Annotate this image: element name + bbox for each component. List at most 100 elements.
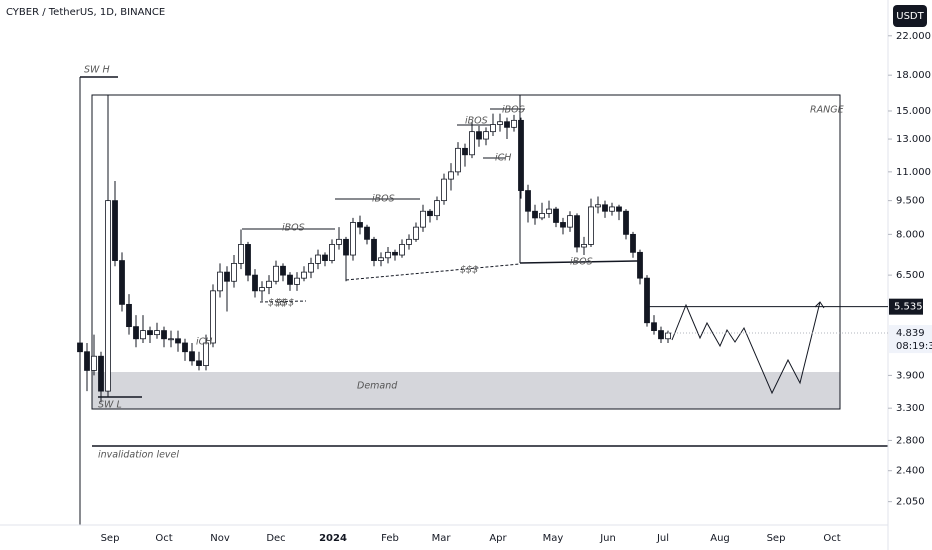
annotation: iBOS [502, 105, 525, 116]
x-tick-label: Jun [599, 533, 616, 544]
candle-body [462, 147, 468, 156]
candle-body [147, 330, 153, 336]
candle-body [581, 244, 587, 248]
currency-box [893, 5, 927, 27]
candle-body [518, 119, 524, 191]
annotation: iBOS [282, 223, 305, 234]
liquidity-line [345, 263, 521, 281]
annotation: iCH [495, 153, 511, 164]
annotation: $$$ [460, 265, 478, 276]
range-box [91, 94, 841, 410]
candle-body [546, 208, 552, 214]
candle-body [469, 131, 475, 156]
candle-body [413, 226, 419, 240]
candle-body [574, 215, 580, 248]
y-tick-label: 3.900 [896, 370, 925, 381]
y-tick-label: 3.300 [896, 403, 925, 414]
candle-body [294, 277, 300, 285]
candle-body [665, 332, 671, 340]
last-price-box [889, 325, 932, 354]
candle-body [224, 271, 230, 282]
x-tick-label: Feb [381, 533, 399, 544]
candle-body [476, 131, 482, 140]
projection-arrow [814, 301, 825, 309]
candle-body [364, 226, 370, 240]
y-tick-label: 2.400 [896, 466, 925, 477]
candle-body [315, 254, 321, 264]
candle-body [553, 208, 559, 223]
candle-body [448, 171, 454, 180]
candle-body [560, 222, 566, 228]
y-tick-label: 11.000 [896, 167, 931, 178]
y-tick-label: 6.500 [896, 270, 925, 281]
candle-body [77, 342, 83, 353]
candle-body [357, 222, 363, 228]
candle-body [539, 213, 545, 219]
x-tick-label: Nov [210, 533, 230, 544]
candle-body [455, 147, 461, 173]
candle-body [126, 303, 132, 328]
projection-path [671, 301, 821, 395]
candle-body [623, 210, 629, 235]
candle-body [133, 326, 139, 340]
candle-body [644, 277, 650, 324]
y-tick-label: 8.000 [896, 229, 925, 240]
x-tick-label: Jul [656, 533, 669, 544]
candle-body [329, 244, 335, 261]
candle-body [238, 244, 244, 264]
candle-body [154, 330, 160, 336]
candle-body [637, 251, 643, 279]
candle-body [252, 274, 258, 292]
candle-body [497, 121, 503, 125]
candle-body [91, 355, 97, 371]
candle-body [595, 204, 601, 208]
candle-body [385, 251, 391, 259]
currency: USDT [896, 11, 924, 22]
annotation: iCH [196, 337, 212, 348]
y-tick-label: 22.000 [896, 31, 931, 42]
candle-body [140, 330, 146, 340]
candle-body [266, 280, 272, 288]
demand-zone [92, 372, 840, 409]
annotation: iBOS [570, 257, 593, 268]
x-tick-label: 2024 [319, 533, 347, 544]
candle-body [119, 260, 125, 305]
x-tick-label: Sep [767, 533, 786, 544]
candle-body [168, 338, 174, 341]
x-tick-label: Sep [101, 533, 120, 544]
candle-body [609, 206, 615, 212]
annotation: Demand [357, 381, 398, 392]
candle-body [420, 210, 426, 228]
candle-body [504, 121, 510, 128]
candle-body [196, 360, 202, 366]
candle-body [434, 200, 440, 217]
x-tick-label: Dec [266, 533, 285, 544]
liquidity-line [259, 300, 307, 303]
candle-body [525, 190, 531, 212]
candle-body [273, 265, 279, 282]
candle-body [259, 287, 265, 292]
candle-body [182, 342, 188, 353]
annotation: RANGE [810, 105, 844, 116]
annotation: SW L [98, 400, 122, 411]
candle-body [406, 238, 412, 245]
x-tick-label: Apr [489, 533, 507, 544]
candle-body [175, 338, 181, 344]
annotation: iBOS [465, 116, 488, 127]
last-price-label: 4.839 [896, 328, 925, 339]
chart-title: CYBER / TetherUS, 1D, BINANCE [6, 7, 165, 18]
candle-body [532, 210, 538, 219]
candle-body [630, 233, 636, 253]
candle-body [350, 222, 356, 256]
candle-body [651, 322, 657, 331]
annotation: SW H [84, 65, 110, 76]
candle-body [588, 206, 594, 245]
candle-body [336, 238, 342, 245]
candle-body [322, 254, 328, 261]
candle-body [308, 262, 314, 273]
y-tick-label: 2.800 [896, 435, 925, 446]
candle-body [392, 251, 398, 256]
candle-body [658, 330, 664, 340]
candle-body [343, 238, 349, 256]
